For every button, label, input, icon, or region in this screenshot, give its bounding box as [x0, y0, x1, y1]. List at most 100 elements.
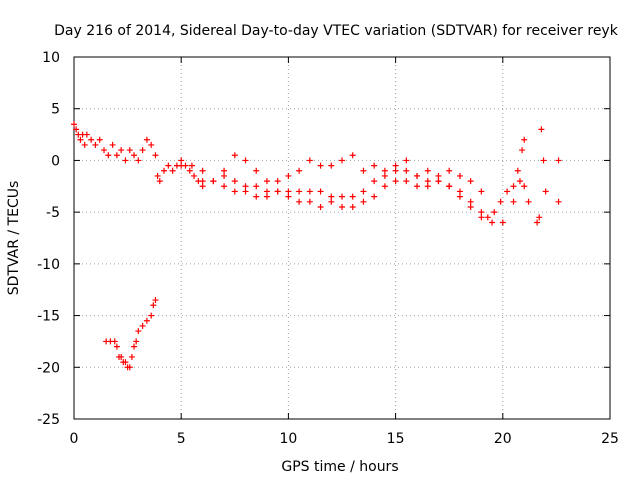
data-point — [403, 178, 410, 185]
data-point — [467, 198, 474, 205]
data-point — [88, 136, 95, 143]
data-point — [263, 188, 270, 195]
data-point — [525, 198, 532, 205]
data-point — [392, 167, 399, 174]
y-tick-label: -25 — [37, 412, 60, 428]
data-point — [381, 167, 388, 174]
data-point — [296, 167, 303, 174]
data-point — [467, 203, 474, 210]
data-point — [317, 188, 324, 195]
data-point — [122, 157, 129, 164]
data-point — [242, 188, 249, 195]
data-point — [371, 193, 378, 200]
data-point — [542, 188, 549, 195]
data-point — [510, 198, 517, 205]
data-point — [188, 162, 195, 169]
data-point — [152, 152, 159, 159]
data-point — [221, 183, 228, 190]
data-point — [306, 157, 313, 164]
data-point — [491, 209, 498, 216]
data-point — [150, 302, 157, 309]
data-point — [435, 178, 442, 185]
data-point — [126, 147, 133, 154]
data-point — [101, 147, 108, 154]
data-point — [536, 214, 543, 221]
data-point — [403, 157, 410, 164]
y-tick-label: -20 — [37, 360, 60, 376]
data-point — [131, 343, 138, 350]
data-point — [139, 147, 146, 154]
data-point — [139, 322, 146, 329]
data-point — [456, 188, 463, 195]
data-point — [435, 172, 442, 179]
data-point — [111, 338, 118, 345]
data-point — [371, 178, 378, 185]
data-point — [253, 193, 260, 200]
data-point — [253, 167, 260, 174]
data-point — [349, 193, 356, 200]
data-point — [446, 183, 453, 190]
data-point — [77, 136, 84, 143]
data-point — [71, 121, 77, 128]
y-tick-label: 5 — [51, 102, 60, 118]
data-point — [519, 147, 526, 154]
data-point — [126, 364, 133, 371]
data-point — [296, 188, 303, 195]
data-point — [161, 167, 168, 174]
data-point — [478, 209, 485, 216]
data-point — [296, 198, 303, 205]
data-point — [186, 167, 193, 174]
y-tick-label: -5 — [46, 205, 60, 221]
y-axis-label: SDTVAR / TECUs — [6, 181, 22, 296]
data-point — [83, 131, 90, 138]
y-tick-label: 0 — [51, 153, 60, 169]
chart-title: Day 216 of 2014, Sidereal Day-to-day VTE… — [54, 23, 619, 39]
data-point — [424, 178, 431, 185]
data-point — [210, 178, 217, 185]
data-point — [143, 317, 150, 324]
plot-frame — [73, 56, 611, 420]
data-point — [446, 167, 453, 174]
data-point — [165, 162, 172, 169]
y-tick-label: -10 — [37, 257, 60, 273]
data-point — [478, 214, 485, 221]
x-tick-label: 10 — [279, 431, 297, 447]
data-point — [152, 297, 159, 304]
data-point — [118, 353, 125, 360]
data-point — [92, 141, 99, 148]
data-point — [538, 126, 545, 133]
data-point — [135, 157, 142, 164]
data-point — [73, 126, 80, 133]
data-point — [274, 188, 281, 195]
data-point — [360, 198, 367, 205]
data-point — [424, 167, 431, 174]
data-point — [514, 167, 521, 174]
data-point — [306, 188, 313, 195]
data-point — [478, 188, 485, 195]
data-point — [113, 152, 120, 159]
data-point — [285, 193, 292, 200]
data-point — [178, 157, 185, 164]
data-point — [274, 178, 281, 185]
data-point — [328, 198, 335, 205]
data-point — [143, 136, 150, 143]
data-point — [199, 167, 206, 174]
data-point — [148, 312, 155, 319]
data-point — [191, 172, 198, 179]
data-point — [122, 359, 129, 366]
data-point — [510, 183, 517, 190]
data-point — [263, 178, 270, 185]
data-point — [392, 178, 399, 185]
data-point — [339, 193, 345, 200]
data-point — [199, 183, 206, 190]
data-point — [497, 198, 504, 205]
data-point — [285, 172, 292, 179]
data-point — [414, 172, 421, 179]
data-point — [467, 178, 474, 185]
data-point — [555, 157, 562, 164]
series-lower-cluster — [103, 297, 159, 371]
data-point — [489, 219, 496, 226]
data-point — [349, 203, 356, 210]
data-point — [221, 172, 228, 179]
data-point — [555, 198, 562, 205]
